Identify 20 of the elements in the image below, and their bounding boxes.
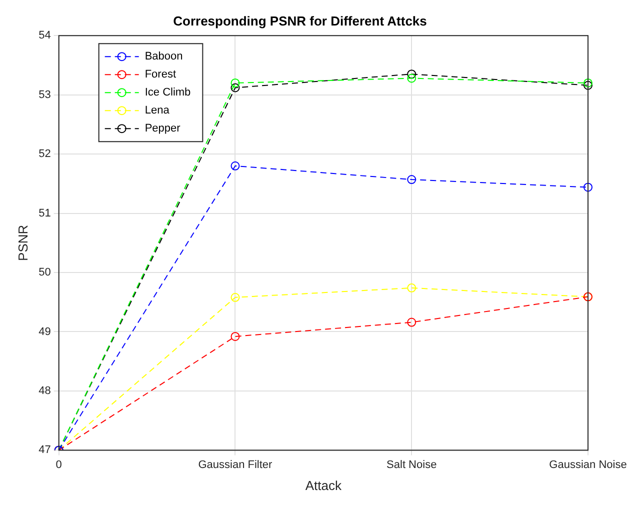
x-tick-label: Gaussian Noise	[549, 458, 627, 471]
y-tick-label: 49	[38, 326, 51, 338]
x-axis-title: Attack	[305, 478, 342, 493]
x-tick-label: Gaussian Filter	[198, 458, 273, 471]
y-axis-title: PSNR	[15, 224, 30, 261]
y-tick-label: 48	[38, 385, 51, 398]
y-tick-label: 54	[38, 30, 51, 42]
legend-label: Forest	[144, 68, 176, 81]
y-tick-label: 50	[38, 266, 51, 279]
y-tick-label: 53	[38, 88, 51, 101]
chart-title: Corresponding PSNR for Different Attcks	[173, 13, 427, 28]
x-tick-label: 0	[56, 458, 62, 471]
y-tick-label: 52	[38, 148, 51, 160]
legend-label: Ice Climb	[144, 86, 191, 99]
y-tick-label: 51	[38, 207, 51, 220]
y-tick-label: 47	[38, 444, 51, 456]
legend-label: Pepper	[144, 122, 181, 135]
legend-label: Baboon	[144, 50, 183, 63]
x-tick-label: Salt Noise	[386, 458, 437, 471]
legend-label: Lena	[144, 104, 170, 117]
